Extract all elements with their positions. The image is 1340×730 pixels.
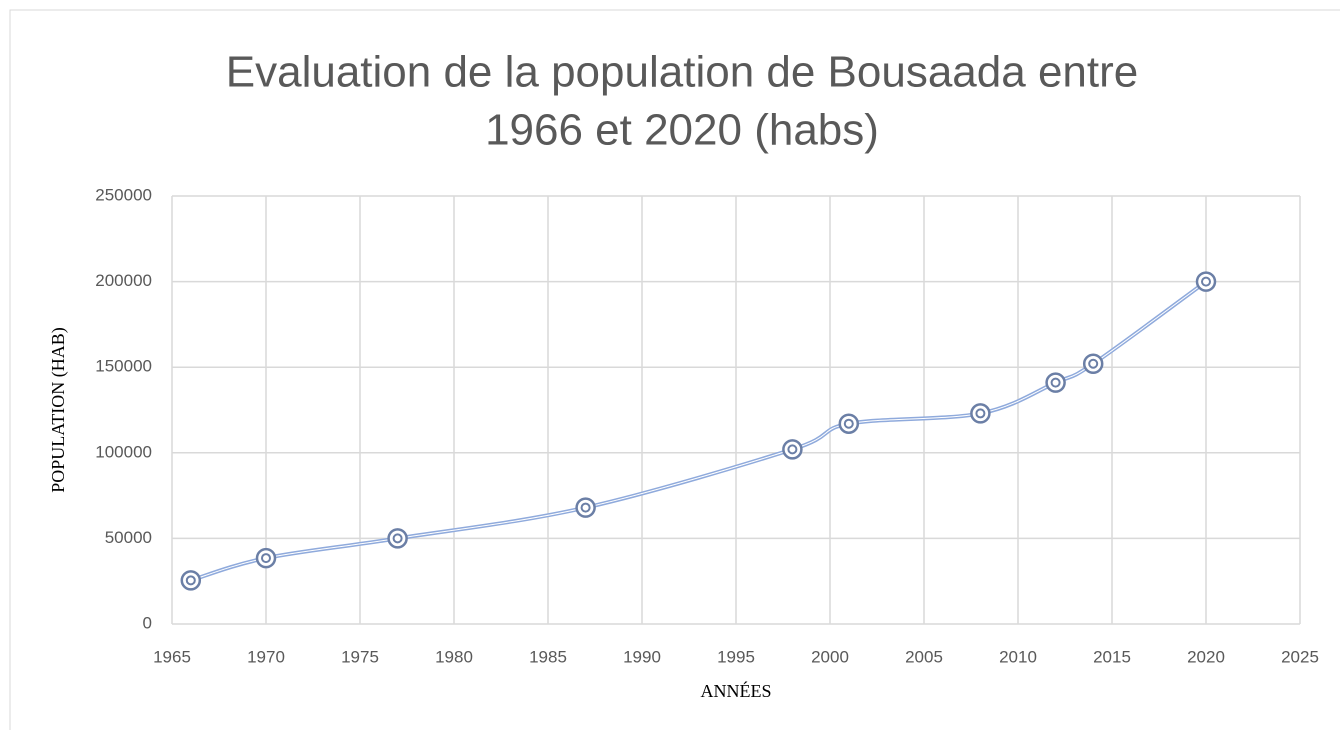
y-tick-label: 150000 — [95, 357, 152, 376]
x-tick-label: 2020 — [1187, 647, 1225, 666]
marker-inner — [787, 444, 798, 455]
marker — [1195, 271, 1217, 292]
marker-inner — [1201, 276, 1211, 287]
x-tick-label: 1970 — [247, 647, 285, 666]
x-tick-label: 2015 — [1093, 647, 1131, 666]
marker-inner — [185, 575, 196, 586]
marker-inner — [975, 408, 986, 419]
x-tick-label: 1975 — [341, 647, 379, 666]
x-tick-label: 1980 — [435, 647, 473, 666]
x-axis-label: ANNÉES — [701, 680, 772, 701]
y-tick-label: 250000 — [95, 185, 152, 204]
x-tick-label: 1990 — [623, 647, 661, 666]
series-line — [190, 279, 1208, 583]
y-tick-label: 50000 — [105, 528, 152, 547]
y-tick-label: 100000 — [95, 442, 152, 461]
marker-inner — [843, 418, 854, 429]
chart-title: Evaluation de la population de Bousaada … — [226, 48, 1138, 97]
marker — [255, 547, 277, 569]
y-axis-label: POPULATION (HAB) — [48, 327, 69, 493]
marker-inner — [580, 502, 591, 513]
marker — [387, 528, 408, 549]
x-tick-label: 2000 — [811, 647, 849, 666]
marker — [1045, 372, 1066, 393]
marker-inner — [261, 553, 271, 564]
x-tick-label: 2010 — [999, 647, 1037, 666]
y-tick-label: 0 — [143, 613, 152, 632]
marker — [180, 570, 202, 591]
series-line-highlight — [190, 281, 1207, 581]
marker — [575, 497, 596, 518]
marker-inner — [392, 533, 403, 544]
marker-inner — [1050, 377, 1061, 388]
x-tick-label: 1995 — [717, 647, 755, 666]
chart-title: 1966 et 2020 (habs) — [485, 106, 879, 155]
x-tick-label: 1985 — [529, 647, 567, 666]
marker — [1082, 353, 1104, 375]
marker-inner — [1088, 358, 1099, 369]
y-tick-label: 200000 — [95, 271, 152, 290]
x-tick-label: 2025 — [1281, 647, 1319, 666]
marker — [782, 439, 803, 460]
marker — [838, 413, 860, 434]
x-tick-label: 1965 — [153, 647, 191, 666]
chart-frame — [9, 9, 1340, 730]
marker — [970, 403, 991, 424]
x-tick-label: 2005 — [905, 647, 943, 666]
